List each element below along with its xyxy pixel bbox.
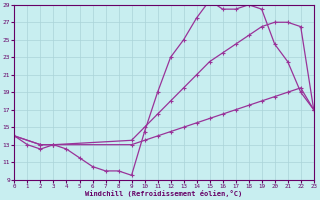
X-axis label: Windchill (Refroidissement éolien,°C): Windchill (Refroidissement éolien,°C) <box>85 190 243 197</box>
